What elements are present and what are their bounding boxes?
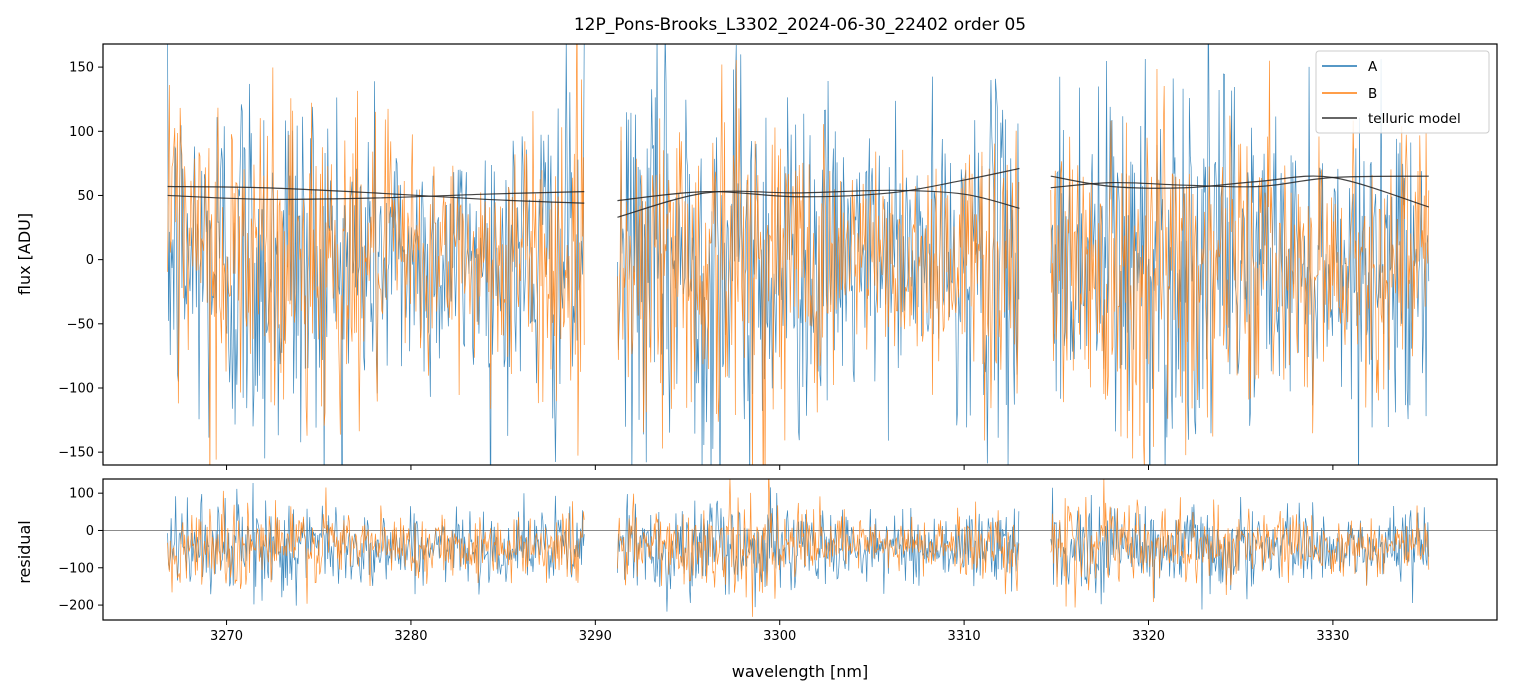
legend-label-b: B xyxy=(1368,86,1377,102)
series-b-segment-1 xyxy=(167,487,585,604)
residual-axes-frame xyxy=(102,478,1498,621)
telluric-model-curve-6 xyxy=(1050,175,1429,189)
series-b-segment-2 xyxy=(617,60,1020,465)
x-tick-label: 3270 xyxy=(210,629,243,644)
telluric-model-curve-2 xyxy=(167,191,585,201)
flux-y-axis-label: flux [ADU] xyxy=(15,213,34,295)
legend-box xyxy=(1315,50,1490,134)
y-tick-label: 100 xyxy=(69,125,94,140)
y-tick-label: −100 xyxy=(58,561,94,576)
y-tick-label: 0 xyxy=(86,253,94,268)
series-a-segment-3 xyxy=(1050,44,1430,465)
flux-panel: −150 −100 −50 0 50 100 150 flux [ADU] A B tell… xyxy=(15,43,1498,470)
x-tick-label: 3280 xyxy=(394,629,427,644)
flux-x-ticks xyxy=(226,465,1334,470)
telluric-model-curve-4 xyxy=(617,167,1020,202)
y-tick-label: 0 xyxy=(86,524,94,539)
x-axis-label: wavelength [nm] xyxy=(732,662,869,681)
series-b-segment-1 xyxy=(167,44,585,465)
telluric-model-curve-5 xyxy=(1050,175,1429,208)
legend: A B telluric model xyxy=(1315,50,1490,134)
telluric-model-curve-3 xyxy=(617,189,1020,218)
series-a-segment-2 xyxy=(617,44,1020,465)
y-tick-label: −150 xyxy=(58,446,94,461)
y-tick-label: −200 xyxy=(58,599,94,614)
y-tick-label: 150 xyxy=(69,61,94,76)
y-tick-label: −100 xyxy=(58,381,94,396)
telluric-model-curve-1 xyxy=(167,185,585,204)
y-tick-label: 100 xyxy=(69,487,94,502)
residual-plot-area xyxy=(103,479,1497,617)
x-tick-label: 3330 xyxy=(1316,629,1349,644)
series-b-segment-3 xyxy=(1050,60,1430,465)
x-tick-label: 3320 xyxy=(1132,629,1165,644)
x-tick-label: 3310 xyxy=(948,629,981,644)
flux-plot-area xyxy=(167,44,1430,465)
y-tick-label: 50 xyxy=(77,189,94,204)
residual-y-axis: −200 −100 0 100 xyxy=(58,487,103,614)
x-tick-label: 3300 xyxy=(763,629,796,644)
series-b-segment-3 xyxy=(1050,479,1430,608)
residual-panel: −200 −100 0 100 3270 3280 3290 3300 3310 3320 333… xyxy=(15,478,1498,681)
residual-y-axis-label: residual xyxy=(15,520,34,583)
y-tick-label: −50 xyxy=(67,317,94,332)
legend-label-telluric: telluric model xyxy=(1368,111,1461,127)
legend-label-a: A xyxy=(1368,59,1378,75)
flux-y-axis: −150 −100 −50 0 50 100 150 xyxy=(58,61,103,461)
flux-axes-frame xyxy=(102,43,1498,466)
series-b-segment-2 xyxy=(617,479,1020,617)
chart-title: 12P_Pons-Brooks_L3302_2024-06-30_22402 o… xyxy=(574,15,1026,35)
x-axis: 3270 3280 3290 3300 3310 3320 3330 xyxy=(210,620,1349,644)
x-tick-label: 3290 xyxy=(579,629,612,644)
